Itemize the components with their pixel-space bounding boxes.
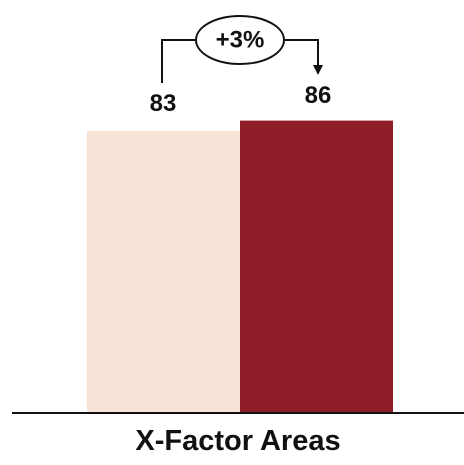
change-label: +3% <box>216 27 265 54</box>
data-labels-group: 83 86 <box>150 82 332 117</box>
bars-group <box>87 120 393 414</box>
category-label: X-Factor Areas <box>135 425 340 457</box>
data-label-1: 83 <box>150 90 177 117</box>
change-ellipse <box>195 15 285 65</box>
bar-2 <box>240 120 393 413</box>
data-label-2: 86 <box>305 82 332 109</box>
change-annotation: +3% <box>161 15 323 83</box>
bar-1 <box>87 130 240 414</box>
